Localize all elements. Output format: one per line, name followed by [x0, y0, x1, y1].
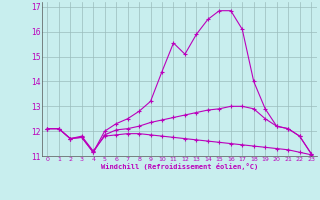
X-axis label: Windchill (Refroidissement éolien,°C): Windchill (Refroidissement éolien,°C)	[100, 163, 258, 170]
